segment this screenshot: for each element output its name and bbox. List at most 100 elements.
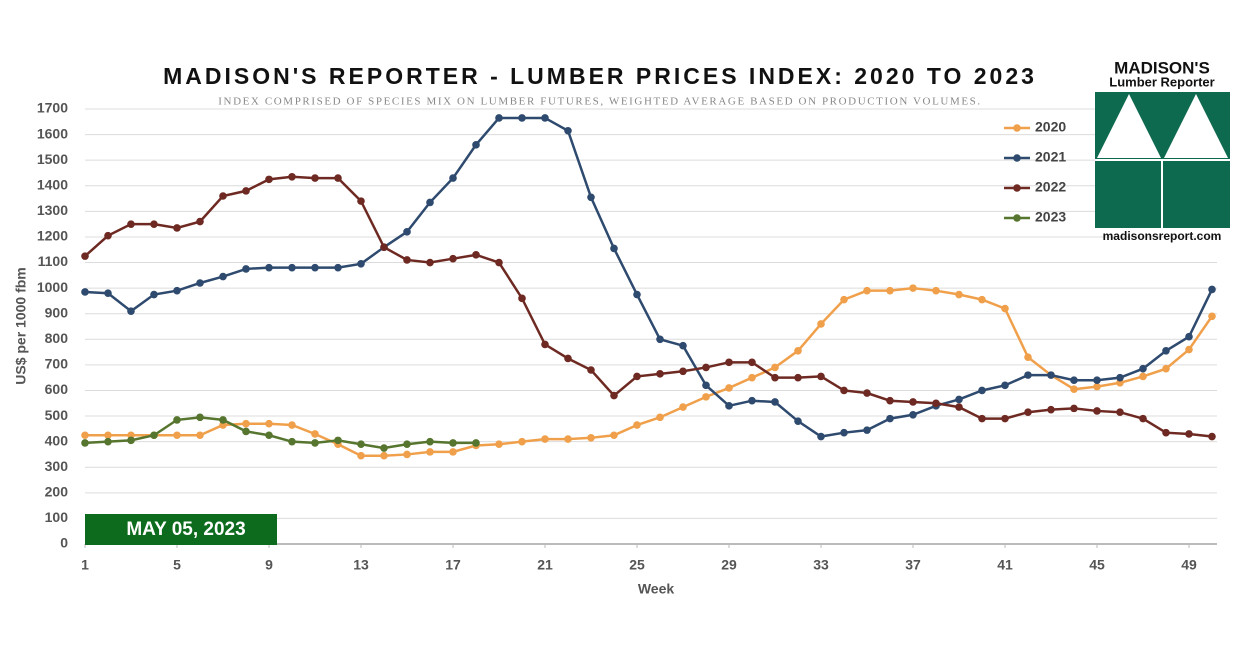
data-point	[702, 393, 710, 401]
data-point	[1185, 430, 1193, 438]
data-point	[403, 228, 411, 236]
data-point	[288, 263, 296, 272]
series-line	[84, 175, 1213, 438]
y-tick-label: 400	[45, 432, 69, 448]
data-point	[955, 395, 963, 404]
data-point	[656, 413, 664, 422]
data-point	[725, 402, 733, 410]
data-point	[104, 231, 112, 240]
x-axis-label: Week	[638, 581, 675, 597]
data-point	[1024, 353, 1032, 362]
data-point	[748, 358, 756, 367]
data-point	[1024, 371, 1032, 379]
data-point	[909, 410, 917, 419]
x-tick-label: 17	[445, 557, 461, 573]
data-point	[380, 444, 388, 452]
data-point	[840, 428, 848, 437]
data-point	[403, 256, 411, 264]
data-point	[1116, 408, 1124, 417]
data-point	[288, 437, 296, 446]
y-tick-label: 1600	[37, 125, 68, 141]
data-point	[449, 448, 457, 456]
data-point	[1116, 373, 1124, 382]
data-point	[472, 141, 480, 149]
y-tick-label: 0	[60, 535, 68, 551]
data-point	[817, 320, 825, 328]
data-point	[1001, 381, 1009, 390]
data-point	[311, 430, 319, 438]
data-point	[265, 175, 273, 184]
data-point	[771, 363, 779, 372]
y-tick-label: 800	[45, 330, 69, 346]
data-point	[426, 448, 434, 456]
y-tick-label: 100	[45, 509, 69, 525]
x-tick-label: 49	[1181, 557, 1197, 573]
data-point	[1139, 414, 1147, 423]
data-point	[1070, 404, 1078, 413]
logo-subtitle: Lumber Reporter	[1109, 74, 1214, 89]
data-point	[449, 439, 457, 447]
data-point	[150, 290, 158, 299]
data-point	[702, 381, 710, 390]
y-tick-label: 1300	[37, 202, 68, 218]
data-point	[81, 288, 89, 296]
data-point	[1070, 385, 1078, 393]
series-line	[84, 416, 476, 450]
data-point	[472, 439, 480, 447]
data-point	[564, 354, 572, 363]
data-point	[403, 440, 411, 449]
series-line	[85, 286, 1214, 457]
y-tick-label: 900	[45, 304, 69, 320]
data-point	[909, 398, 917, 406]
data-point	[564, 435, 572, 443]
data-point	[1024, 408, 1032, 417]
data-point	[1162, 364, 1170, 373]
data-point	[1047, 371, 1055, 379]
data-point	[196, 217, 204, 226]
legend-marker	[1013, 124, 1021, 132]
y-tick-label: 1100	[38, 253, 69, 269]
y-tick-label: 1400	[37, 176, 68, 192]
data-point	[311, 439, 319, 447]
data-point	[265, 419, 273, 428]
data-point	[794, 373, 802, 382]
logo-url: madisonsreport.com	[1103, 229, 1222, 243]
data-point	[610, 391, 618, 400]
data-point	[196, 431, 204, 440]
data-point	[748, 373, 756, 382]
x-tick-label: 29	[721, 557, 737, 573]
data-point	[219, 192, 227, 200]
x-tick-label: 37	[905, 557, 921, 573]
data-point	[909, 284, 917, 292]
data-point	[817, 372, 825, 381]
data-point	[449, 254, 457, 263]
data-point	[1162, 428, 1170, 437]
legend-label: 2021	[1035, 149, 1066, 165]
y-tick-label: 1500	[37, 151, 68, 167]
series-line	[84, 116, 1214, 438]
data-point	[564, 126, 572, 135]
data-point	[518, 294, 526, 303]
data-point	[587, 366, 595, 374]
data-point	[978, 295, 986, 304]
grid	[84, 108, 1217, 548]
data-point	[1001, 414, 1009, 423]
data-point	[656, 335, 664, 344]
y-tick-label: 700	[45, 356, 69, 372]
data-point	[334, 263, 342, 272]
legend-label: 2023	[1035, 209, 1066, 225]
data-point	[725, 384, 733, 392]
data-point	[104, 437, 112, 446]
data-point	[81, 431, 89, 440]
data-point	[173, 416, 181, 424]
data-point	[104, 431, 112, 440]
y-tick-label: 600	[45, 381, 69, 397]
logo: MADISON'S Lumber Reporter madisonsreport…	[1095, 58, 1230, 243]
data-point	[357, 197, 365, 205]
data-point	[495, 114, 503, 122]
x-tick-label: 13	[353, 557, 369, 573]
data-point	[932, 399, 940, 408]
data-point	[863, 426, 871, 434]
data-point	[242, 187, 250, 195]
